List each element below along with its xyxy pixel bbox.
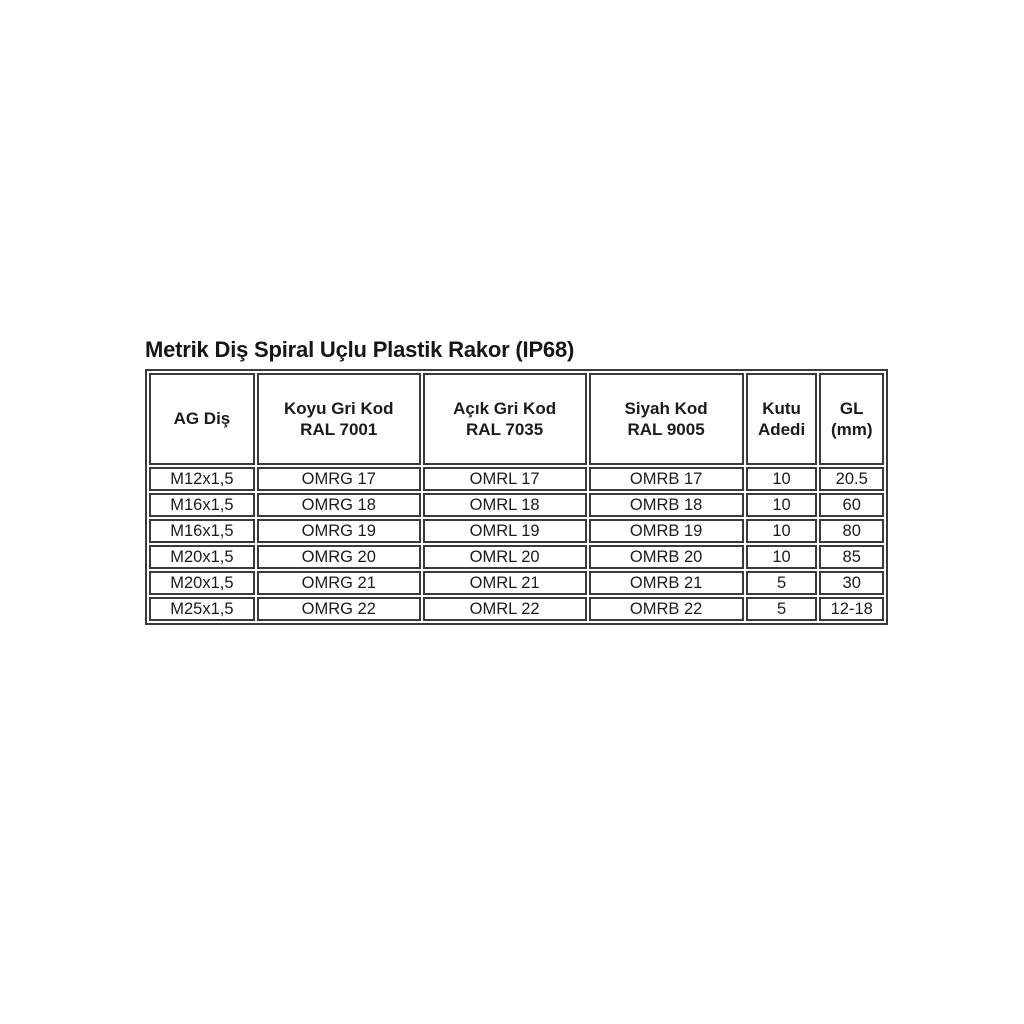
cell-gl-mm: 30 [819, 571, 884, 595]
page-title: Metrik Diş Spiral Uçlu Plastik Rakor (IP… [145, 337, 575, 362]
header-row: AG Diş Koyu Gri Kod RAL 7001 Açık Gri Kod RA… [149, 373, 884, 465]
cell-ag-dis: M20x1,5 [149, 545, 255, 569]
cell-siyah: OMRB 19 [588, 519, 744, 543]
cell-siyah: OMRB 21 [588, 571, 744, 595]
cell-acik-gri: OMRL 21 [422, 571, 587, 595]
cell-koyu-gri: OMRG 17 [256, 467, 421, 491]
cell-ag-dis: M16x1,5 [149, 519, 255, 543]
cell-gl-mm: 20.5 [819, 467, 884, 491]
cell-koyu-gri: OMRG 18 [256, 493, 421, 517]
table-row: M20x1,5 OMRG 21 OMRL 21 OMRB 21 5 30 [149, 571, 884, 595]
table-head: AG Diş Koyu Gri Kod RAL 7001 Açık Gri Kod RA… [149, 373, 884, 465]
content-area: Metrik Diş Spiral Uçlu Plastik Rakor (IP… [145, 337, 890, 625]
table-body: M12x1,5 OMRG 17 OMRL 17 OMRB 17 10 20.5 M16x1,… [149, 467, 884, 621]
header-cell-gl-mm: GL (mm) [819, 373, 884, 465]
cell-siyah: OMRB 17 [588, 467, 744, 491]
header-cell-koyu-gri: Koyu Gri Kod RAL 7001 [256, 373, 421, 465]
header-cell-ag-dis: AG Diş [149, 373, 255, 465]
cell-koyu-gri: OMRG 20 [256, 545, 421, 569]
product-spec-table: AG Diş Koyu Gri Kod RAL 7001 Açık Gri Kod RA… [145, 369, 888, 625]
table-row: M16x1,5 OMRG 19 OMRL 19 OMRB 19 10 80 [149, 519, 884, 543]
cell-kutu-adedi: 5 [745, 571, 818, 595]
cell-kutu-adedi: 10 [745, 545, 818, 569]
cell-acik-gri: OMRL 20 [422, 545, 587, 569]
cell-acik-gri: OMRL 22 [422, 597, 587, 621]
cell-koyu-gri: OMRG 19 [256, 519, 421, 543]
cell-ag-dis: M20x1,5 [149, 571, 255, 595]
cell-acik-gri: OMRL 17 [422, 467, 587, 491]
table-row: M25x1,5 OMRG 22 OMRL 22 OMRB 22 5 12-18 [149, 597, 884, 621]
cell-gl-mm: 60 [819, 493, 884, 517]
header-cell-siyah: Siyah Kod RAL 9005 [588, 373, 744, 465]
cell-koyu-gri: OMRG 21 [256, 571, 421, 595]
cell-ag-dis: M16x1,5 [149, 493, 255, 517]
cell-kutu-adedi: 5 [745, 597, 818, 621]
cell-siyah: OMRB 18 [588, 493, 744, 517]
header-cell-acik-gri: Açık Gri Kod RAL 7035 [422, 373, 587, 465]
cell-kutu-adedi: 10 [745, 467, 818, 491]
cell-kutu-adedi: 10 [745, 493, 818, 517]
cell-gl-mm: 80 [819, 519, 884, 543]
table-row: M16x1,5 OMRG 18 OMRL 18 OMRB 18 10 60 [149, 493, 884, 517]
cell-acik-gri: OMRL 19 [422, 519, 587, 543]
cell-ag-dis: M12x1,5 [149, 467, 255, 491]
table-row: M12x1,5 OMRG 17 OMRL 17 OMRB 17 10 20.5 [149, 467, 884, 491]
table-row: M20x1,5 OMRG 20 OMRL 20 OMRB 20 10 85 [149, 545, 884, 569]
cell-ag-dis: M25x1,5 [149, 597, 255, 621]
cell-gl-mm: 85 [819, 545, 884, 569]
cell-koyu-gri: OMRG 22 [256, 597, 421, 621]
header-cell-kutu-adedi: Kutu Adedi [745, 373, 818, 465]
cell-acik-gri: OMRL 18 [422, 493, 587, 517]
cell-gl-mm: 12-18 [819, 597, 884, 621]
cell-kutu-adedi: 10 [745, 519, 818, 543]
cell-siyah: OMRB 20 [588, 545, 744, 569]
cell-siyah: OMRB 22 [588, 597, 744, 621]
